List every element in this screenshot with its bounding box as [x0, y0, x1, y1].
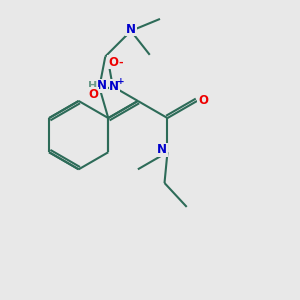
Text: -: -	[118, 57, 123, 68]
Text: O: O	[88, 88, 98, 100]
Text: N: N	[157, 143, 167, 156]
Text: N: N	[97, 79, 107, 92]
Text: H: H	[88, 81, 98, 91]
Text: N: N	[109, 80, 119, 93]
Text: N: N	[126, 23, 136, 36]
Text: +: +	[117, 76, 125, 85]
Text: O: O	[108, 56, 118, 69]
Text: O: O	[198, 94, 208, 107]
